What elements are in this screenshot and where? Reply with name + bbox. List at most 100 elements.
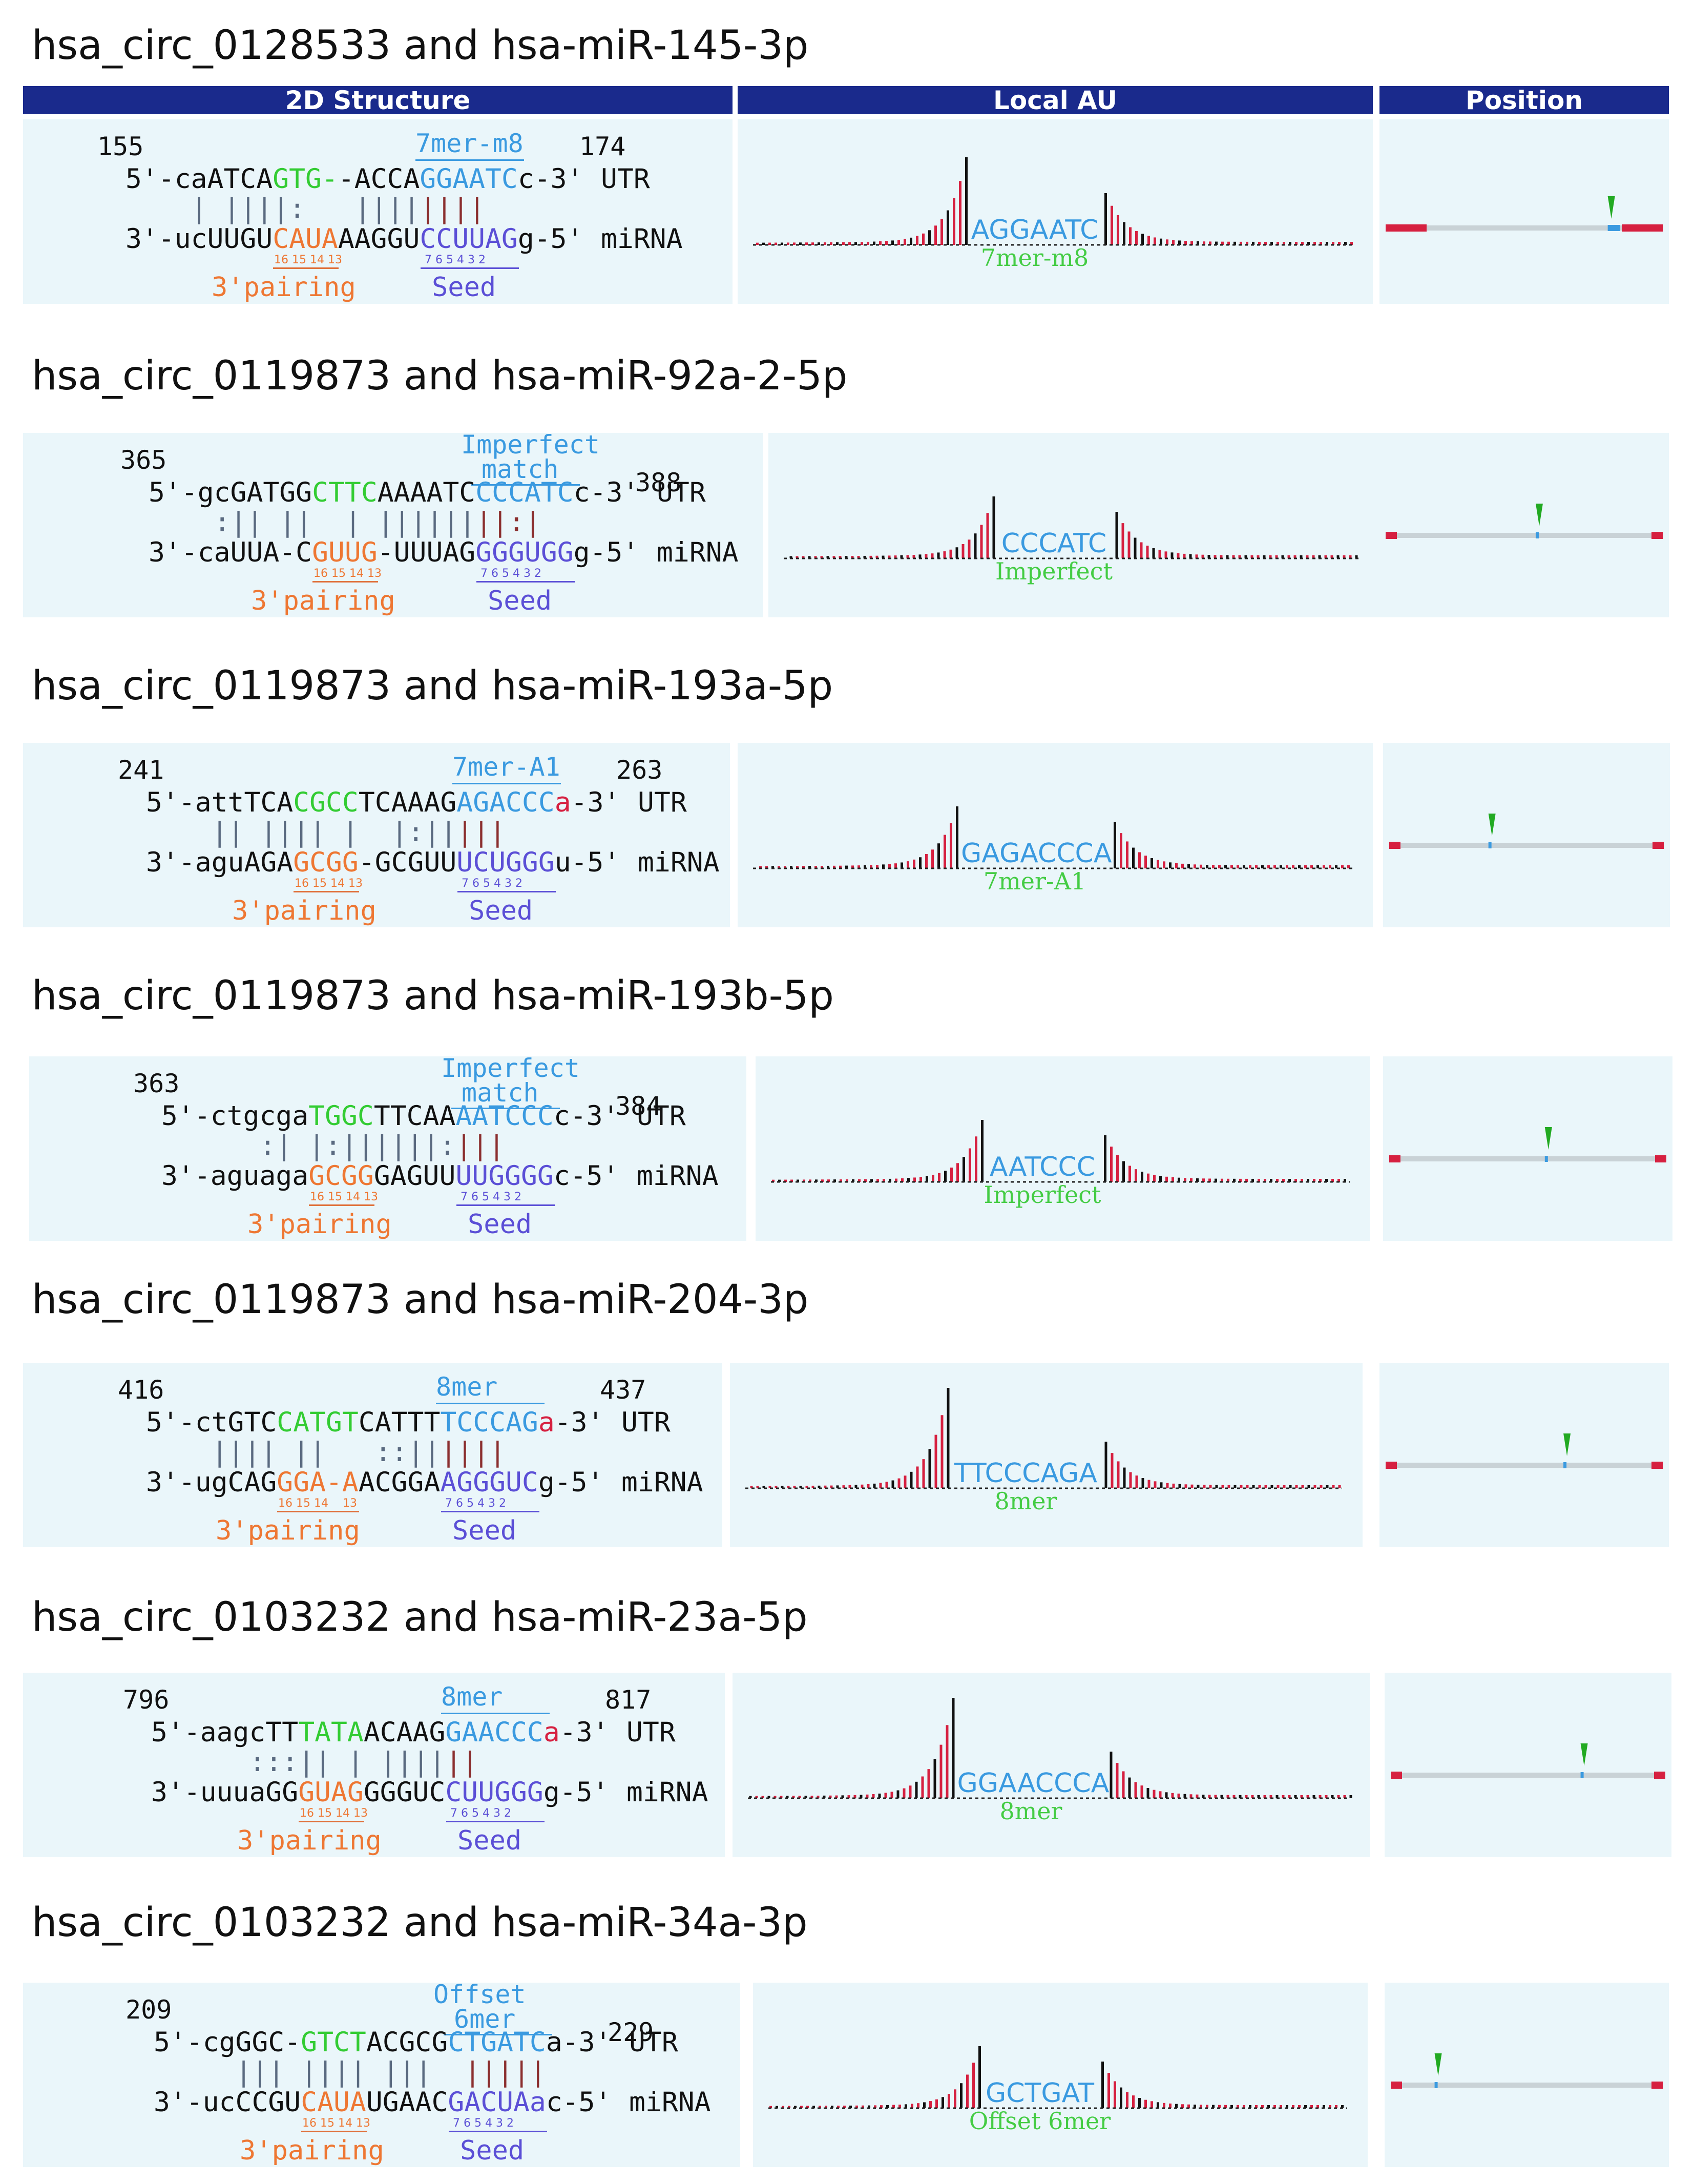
au-bar	[925, 854, 928, 868]
au-bar	[1243, 865, 1245, 868]
au-bar	[796, 556, 799, 558]
pairing-underline-7	[301, 2131, 367, 2132]
au-bar	[840, 1179, 842, 1182]
au-bar	[819, 2106, 821, 2108]
au-bar	[786, 1796, 789, 1798]
au-bar	[1325, 1795, 1328, 1798]
au-bar	[1189, 554, 1192, 558]
au-bar	[1178, 1177, 1180, 1182]
au-bar	[849, 2105, 852, 2108]
site-marker-icon	[1607, 196, 1615, 219]
au-bar	[1289, 1485, 1292, 1488]
mirna-segment: g-5'	[573, 537, 639, 568]
utr-segment: TGGC	[308, 1100, 374, 1132]
au-bar	[790, 1179, 793, 1182]
au-bar	[1220, 555, 1223, 558]
au-bar	[1277, 241, 1279, 245]
local-au-plot-7	[768, 2046, 1347, 2109]
utr-segment: CATTT	[358, 1407, 441, 1438]
au-bar	[765, 866, 768, 868]
au-bar	[1294, 1178, 1297, 1182]
au-bar	[1245, 1178, 1248, 1182]
au-bar	[1177, 1793, 1180, 1798]
au-bar	[1273, 865, 1276, 868]
au-bar	[773, 1796, 777, 1798]
au-bar	[880, 2105, 883, 2108]
au-bar	[1122, 1771, 1125, 1798]
au-bar	[1237, 2105, 1239, 2108]
utr-segment: 5'-ctGTC	[146, 1407, 277, 1438]
au-bar	[1226, 1795, 1229, 1798]
utr-segment: -3'	[559, 1717, 609, 1748]
au-bar	[1263, 555, 1266, 558]
au-bar	[898, 2105, 901, 2108]
position-track-bar	[1389, 1156, 1666, 1161]
au-bar	[868, 2105, 870, 2108]
au-bar	[1298, 2105, 1301, 2108]
au-bar	[897, 240, 900, 245]
au-bar	[808, 866, 811, 868]
au-bar	[1267, 865, 1270, 868]
au-bar	[1335, 2105, 1337, 2108]
site-type-underline-2	[471, 484, 580, 486]
site-position-mark	[1434, 2082, 1438, 2088]
position-track-end	[1653, 842, 1664, 849]
seed-label-4: Seed	[468, 1209, 532, 1240]
utr-segment: 5'-caATCA	[126, 163, 273, 195]
au-bar	[907, 1178, 910, 1182]
au-bar	[872, 1794, 875, 1798]
mirna-segment: GCGG	[308, 1160, 374, 1192]
au-bar	[1240, 1485, 1243, 1488]
position-track-end	[1389, 842, 1400, 849]
local-au-plot-5	[745, 1388, 1342, 1489]
au-bar	[784, 866, 786, 868]
seed-label-6: Seed	[457, 1825, 522, 1856]
utr-label-2: UTR	[657, 477, 706, 508]
position-track-bar	[1386, 533, 1663, 538]
au-bar	[1163, 2103, 1165, 2108]
base-pairing-7: ||| |||| ||| |||||	[235, 2056, 547, 2088]
au-bar	[944, 1171, 947, 1182]
utr-label-3: UTR	[638, 787, 687, 818]
pairing-underline-2	[312, 581, 378, 583]
au-bar	[1316, 2105, 1319, 2108]
au-bar	[1255, 865, 1258, 868]
au-bar	[1239, 1178, 1242, 1182]
au-bar	[1281, 555, 1284, 558]
mirna-sequence-2: 3'-caUUA-CGUUG-UUUAGGGGUGGg-5'	[149, 539, 639, 566]
au-bar	[853, 1795, 856, 1798]
mirna-segment: GUUG	[312, 537, 378, 568]
seed-underline-6	[446, 1821, 545, 1822]
au-bar	[1159, 1791, 1162, 1798]
au-bar	[1332, 241, 1334, 245]
au-bar	[1310, 2105, 1313, 2108]
au-bar	[847, 1795, 850, 1798]
au-bar	[1270, 241, 1273, 245]
au-bar	[1232, 555, 1235, 558]
au-bar	[830, 1485, 833, 1488]
position-track-end	[1654, 1772, 1665, 1779]
seed-label-2: Seed	[488, 586, 552, 616]
au-bar	[842, 242, 845, 245]
entry-title-4: hsa_circ_0119873 and hsa-miR-193b-5p	[32, 973, 834, 1019]
mirna-segment: GAGUU	[373, 1160, 456, 1192]
header-position: Position	[1379, 86, 1669, 115]
au-site-sequence-3: GAGACCCA	[961, 838, 1112, 869]
position-track-end	[1391, 2082, 1402, 2089]
au-bar	[1153, 1175, 1156, 1182]
utr-label-4: UTR	[637, 1100, 686, 1132]
pairing-digits-5: 16 15 14 13	[278, 1497, 357, 1510]
au-bar	[1238, 555, 1241, 558]
au-bar	[1301, 1485, 1304, 1488]
site-type-label-4: Imperfect	[441, 1056, 580, 1083]
utr-segment: GTG-	[273, 163, 338, 195]
au-bar	[1331, 1795, 1334, 1798]
site-position-mark	[1544, 1156, 1548, 1162]
au-bar	[1123, 1467, 1126, 1488]
mirna-segment: 3'-ugCAG	[146, 1467, 277, 1498]
au-bar	[1338, 241, 1341, 245]
au-site-sequence-5: TTCCCAGA	[954, 1458, 1098, 1489]
utr-segment: ACAAG	[363, 1717, 446, 1748]
au-bar	[830, 242, 832, 245]
au-bar	[839, 556, 842, 558]
